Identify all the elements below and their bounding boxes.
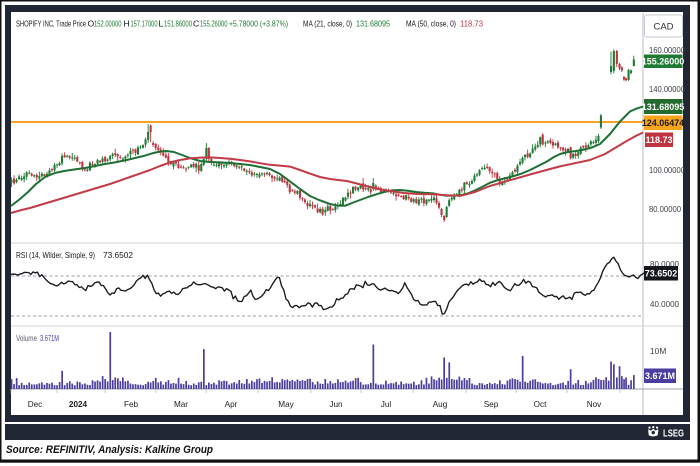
svg-text:Sep: Sep <box>484 400 499 409</box>
svg-text:3.671M: 3.671M <box>40 333 59 343</box>
svg-text:L: L <box>159 19 164 29</box>
svg-text:MA (21, close, 0): MA (21, close, 0) <box>303 19 352 29</box>
svg-text:MA (50, close, 0): MA (50, close, 0) <box>406 19 456 29</box>
svg-text:Jun: Jun <box>329 400 343 409</box>
svg-text:Aug: Aug <box>433 400 448 409</box>
svg-text:Oct: Oct <box>534 400 547 409</box>
svg-text:Volume: Volume <box>16 333 37 343</box>
svg-text:155.26000: 155.26000 <box>642 57 685 67</box>
svg-text:Source: REFINITIV, Analysis: K: Source: REFINITIV, Analysis: Kalkine Gro… <box>6 444 213 456</box>
svg-text:Mar: Mar <box>174 400 188 409</box>
svg-text:100.00000: 100.00000 <box>649 165 685 175</box>
svg-text:SHOPIFY INC, Trade Price: SHOPIFY INC, Trade Price <box>16 19 86 29</box>
svg-text:RSI (14, Wilder, Simple, 9): RSI (14, Wilder, Simple, 9) <box>16 250 95 260</box>
svg-text:160.00000: 160.00000 <box>649 45 685 55</box>
svg-text:May: May <box>278 400 294 409</box>
svg-text:80.00000: 80.00000 <box>649 204 681 214</box>
svg-text:Nov: Nov <box>587 400 602 409</box>
svg-text:152.00000: 152.00000 <box>94 19 122 29</box>
svg-text:124.06474: 124.06474 <box>642 118 685 128</box>
svg-text:Dec: Dec <box>28 400 43 409</box>
svg-text:O: O <box>88 19 95 29</box>
svg-text:Feb: Feb <box>124 400 139 409</box>
svg-text:118.73: 118.73 <box>645 135 672 145</box>
svg-text:118.73: 118.73 <box>460 19 483 29</box>
svg-text:80.0000: 80.0000 <box>650 259 679 269</box>
svg-text:3.671M: 3.671M <box>645 371 675 381</box>
svg-text:157.17000: 157.17000 <box>131 19 158 29</box>
svg-text:H: H <box>124 19 130 29</box>
svg-text:73.6502: 73.6502 <box>645 269 678 279</box>
svg-text:155.26000: 155.26000 <box>200 19 228 29</box>
svg-text:Jul: Jul <box>381 400 392 409</box>
svg-text:Apr: Apr <box>225 400 238 409</box>
svg-text:140.00000: 140.00000 <box>649 84 685 94</box>
svg-text:131.68095: 131.68095 <box>356 19 390 29</box>
svg-text:+5.78000 (+3.87%): +5.78000 (+3.87%) <box>229 19 288 29</box>
svg-text:151.86000: 151.86000 <box>164 19 192 29</box>
svg-text:LSEG: LSEG <box>663 428 684 440</box>
svg-text:2024: 2024 <box>69 400 88 409</box>
svg-text:C: C <box>193 19 199 29</box>
svg-text:CAD: CAD <box>653 22 673 33</box>
svg-text:131.68095: 131.68095 <box>642 102 685 112</box>
svg-text:73.6502: 73.6502 <box>103 250 133 260</box>
svg-text:40.0000: 40.0000 <box>650 299 679 309</box>
svg-text:10M: 10M <box>650 346 666 356</box>
